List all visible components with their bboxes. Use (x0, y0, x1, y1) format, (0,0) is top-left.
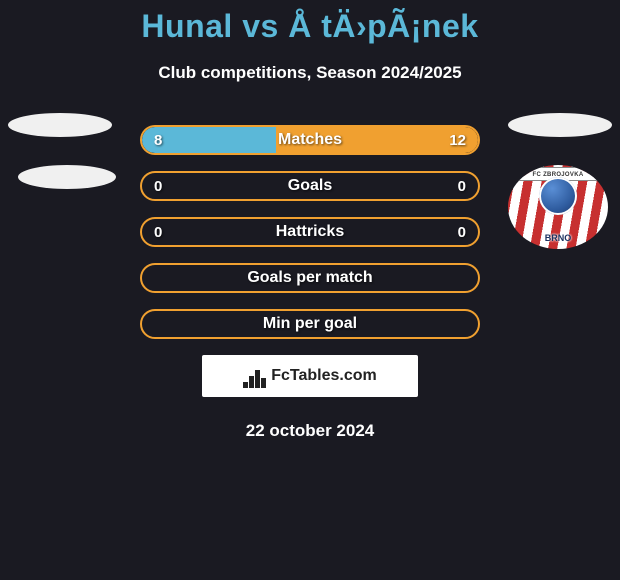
left-placeholder-logo-1 (8, 113, 112, 137)
stat-row: Goals per match (140, 263, 480, 293)
brand-logo-bar (243, 382, 248, 388)
snapshot-date: 22 october 2024 (0, 421, 620, 441)
left-player-badges (8, 113, 116, 217)
brand-logo-bar (249, 376, 254, 388)
right-placeholder-logo-1 (508, 113, 612, 137)
brand-text: FcTables.com (271, 367, 377, 385)
right-player-badges: FC ZBROJOVKA BRNO (508, 113, 612, 249)
stat-left-value: 0 (154, 224, 162, 241)
stat-row: 8 12 Matches (140, 125, 480, 155)
brand-logo-bar (261, 378, 266, 388)
badge-ball-icon (539, 177, 577, 215)
stat-row: 0 0 Hattricks (140, 217, 480, 247)
stats-area: FC ZBROJOVKA BRNO 8 12 Matches 0 0 Goals 0 0 Hat… (0, 125, 620, 441)
page-title: Hunal vs Å tÄ›pÃ¡nek (0, 8, 620, 45)
left-placeholder-logo-2 (18, 165, 116, 189)
stat-right-value: 12 (449, 132, 466, 149)
stat-left-value: 8 (154, 132, 162, 149)
stat-right-value: 0 (458, 224, 466, 241)
right-club-badge: FC ZBROJOVKA BRNO (508, 165, 608, 249)
brand-logo-icon (243, 364, 267, 388)
brand-box[interactable]: FcTables.com (202, 355, 418, 397)
stat-row: Min per goal (140, 309, 480, 339)
stat-label: Goals (288, 177, 332, 195)
stat-bars: 8 12 Matches 0 0 Goals 0 0 Hattricks Goals per ma… (140, 125, 480, 339)
stat-label: Hattricks (276, 223, 344, 241)
subtitle: Club competitions, Season 2024/2025 (0, 63, 620, 83)
stat-left-value: 0 (154, 178, 162, 195)
badge-club-name: BRNO (508, 233, 608, 243)
stat-label: Goals per match (247, 269, 372, 287)
stat-row: 0 0 Goals (140, 171, 480, 201)
stat-right-value: 0 (458, 178, 466, 195)
stat-label: Matches (278, 131, 342, 149)
brand-logo-bar (255, 370, 260, 388)
stat-label: Min per goal (263, 315, 357, 333)
comparison-card: Hunal vs Å tÄ›pÃ¡nek Club competitions, … (0, 0, 620, 441)
